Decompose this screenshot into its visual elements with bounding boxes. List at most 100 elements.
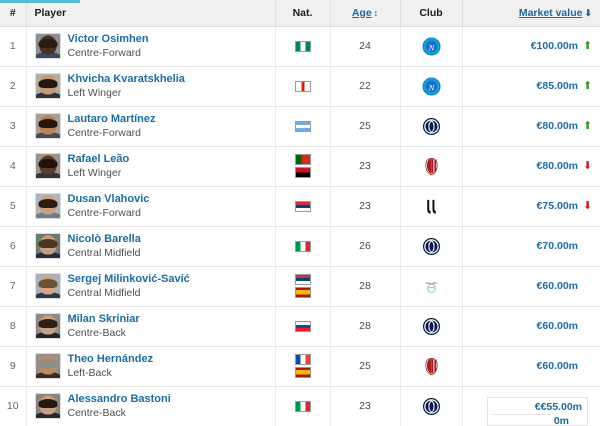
row-rank: 7: [0, 266, 27, 307]
player-name-link[interactable]: Sergej Milinković-Savić: [67, 273, 190, 285]
market-value-link[interactable]: €100.00m: [530, 40, 578, 52]
player-photo[interactable]: [34, 153, 61, 179]
table-row[interactable]: 2 Khvicha Kvaratskhelia Left Winger 22 N €85.…: [0, 66, 600, 107]
nationality-cell: [275, 266, 331, 307]
player-photo[interactable]: [34, 193, 61, 219]
avatar-hair: [38, 199, 57, 209]
avatar-shoulders: [35, 92, 60, 98]
club-badge-inter-milan[interactable]: [422, 117, 441, 136]
nationality-cell: [275, 26, 331, 67]
avatar-hair: [38, 279, 57, 289]
player-cell: Lautaro Martínez Centre-Forward: [26, 106, 276, 147]
player-age: 24: [330, 26, 401, 67]
player-age: 23: [330, 186, 401, 227]
club-cell: N: [400, 66, 463, 107]
club-cell: [400, 386, 463, 426]
player-position: Centre-Back: [67, 327, 126, 339]
club-badge-ac-milan[interactable]: [422, 357, 441, 376]
player-name-link[interactable]: Khvicha Kvaratskhelia: [67, 73, 185, 85]
club-badge-ac-milan[interactable]: [422, 157, 441, 176]
club-badge-inter-milan[interactable]: [422, 317, 441, 336]
flag-icon-nigeria: [294, 40, 311, 52]
player-text: Milan Skriniar Centre-Back: [68, 312, 140, 340]
trend-down-icon: ⬇: [583, 200, 593, 212]
table-row[interactable]: 6 Nicolò Barella Central Midfield 26 €70.00m…: [0, 226, 600, 267]
player-position: Left Winger: [67, 87, 122, 99]
player-text: Lautaro Martínez Centre-Forward: [68, 112, 156, 140]
header-row: # Player Nat. Age ↕ Club Market value ⬇: [0, 0, 600, 27]
player-age: 23: [330, 146, 401, 187]
player-name-link[interactable]: Victor Osimhen: [67, 33, 149, 45]
row-rank: 10: [0, 386, 27, 426]
player-photo[interactable]: [34, 73, 61, 99]
table-row[interactable]: 5 Dusan Vlahovic Centre-Forward 23 €75.00m ⬇: [0, 186, 600, 227]
market-value-link[interactable]: €85.00m: [536, 80, 578, 92]
club-badge-lazio[interactable]: [422, 277, 441, 296]
player-photo[interactable]: [34, 233, 61, 259]
player-photo[interactable]: [34, 353, 61, 379]
player-info: Theo Hernández Left-Back: [27, 352, 275, 380]
player-name-link[interactable]: Lautaro Martínez: [67, 113, 156, 125]
column-header-nationality: Nat.: [275, 0, 331, 27]
market-value-link[interactable]: €80.00m: [536, 160, 578, 172]
market-value-link[interactable]: €80.00m: [536, 120, 578, 132]
player-name-link[interactable]: Theo Hernández: [67, 353, 154, 365]
club-badge-juventus[interactable]: [422, 197, 441, 216]
player-name-link[interactable]: Nicolò Barella: [67, 233, 141, 245]
club-badge-napoli[interactable]: N: [421, 36, 441, 56]
column-header-market-value[interactable]: Market value ⬇: [462, 0, 600, 27]
club-badge-napoli[interactable]: N: [421, 76, 441, 96]
club-cell: [400, 186, 463, 227]
market-value-link[interactable]: €60.00m: [536, 360, 578, 372]
table-row[interactable]: 4 Rafael Leão Left Winger 23 €80.00m ⬇: [0, 146, 600, 187]
age-sort-link[interactable]: Age: [351, 6, 372, 19]
table-row[interactable]: 8 Milan Skriniar Centre-Back 28 €60.00m⬆: [0, 306, 600, 347]
player-position: Central Midfield: [67, 247, 141, 259]
player-name-link[interactable]: Milan Skriniar: [67, 313, 140, 325]
table-row[interactable]: 1 Victor Osimhen Centre-Forward 24 N €100.00m…: [0, 26, 600, 67]
market-value-link[interactable]: €75.00m: [536, 200, 578, 212]
player-photo[interactable]: [34, 393, 61, 419]
trend-up-icon: ⬆: [583, 40, 593, 52]
player-photo[interactable]: [34, 273, 61, 299]
avatar-hair: [38, 359, 57, 369]
market-value-link[interactable]: €70.00m: [536, 240, 578, 252]
player-age: 28: [330, 306, 401, 347]
market-value-sort-link[interactable]: Market value: [518, 6, 583, 19]
player-cell: Sergej Milinković-Savić Central Midfield: [26, 266, 276, 307]
avatar-shoulders: [35, 52, 60, 58]
market-value-link[interactable]: €60.00m: [536, 320, 578, 332]
flag-icon-argentina: [294, 120, 311, 132]
avatar-hair: [38, 119, 57, 129]
market-value-cell: €60.00m⬆: [462, 306, 600, 347]
market-value-cell: €60.00m⬆: [462, 346, 600, 387]
avatar-hair: [38, 79, 57, 89]
club-badge-inter-milan[interactable]: [422, 397, 441, 416]
player-position: Left-Back: [67, 367, 112, 379]
player-name-link[interactable]: Alessandro Bastoni: [67, 393, 171, 405]
player-photo[interactable]: [34, 113, 61, 139]
player-age: 26: [330, 226, 401, 267]
avatar-shoulders: [35, 132, 60, 138]
player-position: Centre-Back: [67, 407, 126, 419]
player-photo[interactable]: [34, 313, 61, 339]
club-badge-inter-milan[interactable]: [422, 237, 441, 256]
table-row[interactable]: 7 Sergej Milinković-Savić Central Midfield…: [0, 266, 600, 307]
player-photo[interactable]: [34, 33, 61, 59]
player-text: Nicolò Barella Central Midfield: [68, 232, 141, 260]
market-value-cell: €80.00m ⬇: [462, 146, 600, 187]
column-header-age[interactable]: Age ↕: [330, 0, 401, 27]
market-value-link[interactable]: €60.00m: [536, 280, 578, 292]
sort-updown-icon[interactable]: ↕: [373, 7, 379, 18]
player-text: Alessandro Bastoni Centre-Back: [68, 392, 171, 420]
player-name-link[interactable]: Dusan Vlahovic: [67, 193, 150, 205]
market-value-cell: €100.00m ⬆: [462, 26, 600, 67]
flag-icon-spain: [294, 287, 311, 298]
flag-icon-france: [294, 354, 311, 365]
table-row[interactable]: 3 Lautaro Martínez Centre-Forward 25 €80.00m…: [0, 106, 600, 147]
avatar-hair: [38, 239, 57, 249]
sort-descending-icon[interactable]: ⬇: [584, 7, 592, 18]
accent-bar: [0, 0, 80, 3]
player-name-link[interactable]: Rafael Leão: [67, 153, 130, 165]
table-row[interactable]: 9 Theo Hernández Left-Back 25 €60.00m⬆: [0, 346, 600, 387]
